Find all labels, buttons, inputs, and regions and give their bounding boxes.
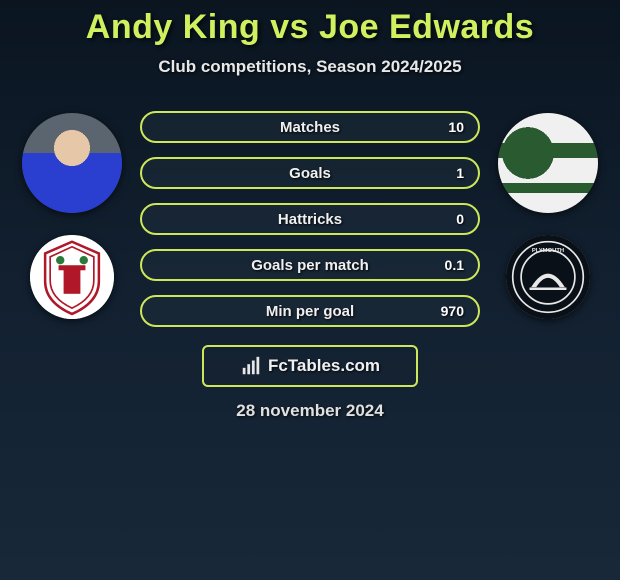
- club-right-badge: PLYMOUTH: [506, 235, 590, 319]
- stats-column: Matches 10 Goals 1 Hattricks 0 Goals per…: [140, 105, 480, 327]
- player-right-avatar: [498, 113, 598, 213]
- bar-chart-icon: [240, 355, 262, 377]
- player-left-avatar: [22, 113, 122, 213]
- right-avatars: PLYMOUTH: [498, 105, 598, 319]
- stat-label: Goals: [289, 165, 331, 182]
- player-photo-placeholder: [498, 113, 598, 213]
- player-photo-placeholder: [22, 113, 122, 213]
- main-row: Matches 10 Goals 1 Hattricks 0 Goals per…: [0, 105, 620, 327]
- stat-row: Hattricks 0: [140, 203, 480, 235]
- comparison-card: Andy King vs Joe Edwards Club competitio…: [0, 0, 620, 421]
- stat-row: Goals 1: [140, 157, 480, 189]
- date-line: 28 november 2024: [0, 401, 620, 421]
- svg-text:PLYMOUTH: PLYMOUTH: [532, 248, 564, 254]
- plymouth-argyle-crest-icon: PLYMOUTH: [506, 235, 590, 319]
- stat-label: Goals per match: [251, 257, 369, 274]
- stat-right-value: 10: [448, 119, 464, 135]
- stat-row: Matches 10: [140, 111, 480, 143]
- stat-label: Hattricks: [278, 211, 342, 228]
- branding-text: FcTables.com: [268, 356, 380, 376]
- stat-right-value: 0: [456, 211, 464, 227]
- stat-right-value: 1: [456, 165, 464, 181]
- subtitle: Club competitions, Season 2024/2025: [0, 57, 620, 77]
- club-left-badge: [30, 235, 114, 319]
- stat-row: Goals per match 0.1: [140, 249, 480, 281]
- bristol-city-crest-icon: [30, 235, 114, 319]
- stat-label: Matches: [280, 119, 340, 136]
- stat-right-value: 970: [441, 303, 464, 319]
- stat-row: Min per goal 970: [140, 295, 480, 327]
- left-avatars: [22, 105, 122, 319]
- stat-right-value: 0.1: [445, 257, 464, 273]
- page-title: Andy King vs Joe Edwards: [0, 8, 620, 47]
- branding-box: FcTables.com: [202, 345, 418, 387]
- stat-label: Min per goal: [266, 303, 354, 320]
